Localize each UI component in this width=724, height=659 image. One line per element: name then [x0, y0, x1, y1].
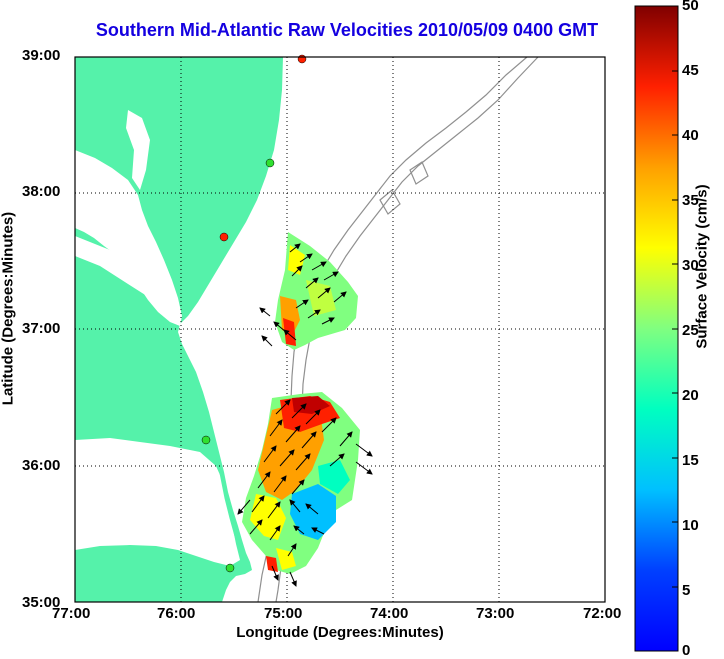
x-tick: 76:00: [157, 605, 196, 622]
radar-station-wallops: [265, 158, 275, 168]
colorbar: [634, 5, 679, 652]
colorbar-tick: 25: [682, 322, 699, 339]
bay-inlet: [75, 236, 160, 298]
plot-frame: [74, 56, 606, 603]
y-tick: 39:00: [22, 47, 61, 64]
y-tick: 37:00: [22, 320, 61, 337]
radar-station-hatteras: [225, 563, 235, 573]
x-tick: 73:00: [476, 605, 515, 622]
x-axis-label: Longitude (Degrees:Minutes): [236, 624, 444, 641]
radar-station-duck: [201, 435, 211, 445]
y-tick: 38:00: [22, 183, 61, 200]
radar-station-cape-charles: [219, 232, 229, 242]
bay-upper-channel: [126, 110, 150, 190]
colorbar-tick: 45: [682, 62, 699, 79]
velocity-field-north: [275, 232, 358, 350]
x-tick: 75:00: [264, 605, 303, 622]
chesapeake-bay: [75, 150, 182, 326]
velocity-arrows: [237, 243, 373, 587]
x-tick: 74:00: [370, 605, 409, 622]
colorbar-tick: 0: [682, 642, 691, 659]
y-tick: 35:00: [22, 594, 61, 611]
radar-station-north: [297, 54, 307, 64]
colorbar-tick: 10: [682, 517, 699, 534]
colorbar-tick: 5: [682, 582, 691, 599]
colorbar-ticks: [672, 70, 678, 588]
map-title: Southern Mid-Atlantic Raw Velocities 201…: [95, 20, 599, 40]
x-tick: 77:00: [52, 605, 91, 622]
x-tick: 72:00: [583, 605, 622, 622]
albemarle-sound: [75, 452, 208, 478]
outer-banks: [192, 371, 250, 567]
colorbar-tick: 30: [682, 257, 699, 274]
colorbar-tick: 20: [682, 387, 699, 404]
colorbar-tick: 40: [682, 127, 699, 144]
colorbar-tick: 15: [682, 452, 699, 469]
colorbar-tick: 50: [682, 0, 699, 14]
y-tick: 36:00: [22, 457, 61, 474]
colorbar-tick: 35: [682, 192, 699, 209]
